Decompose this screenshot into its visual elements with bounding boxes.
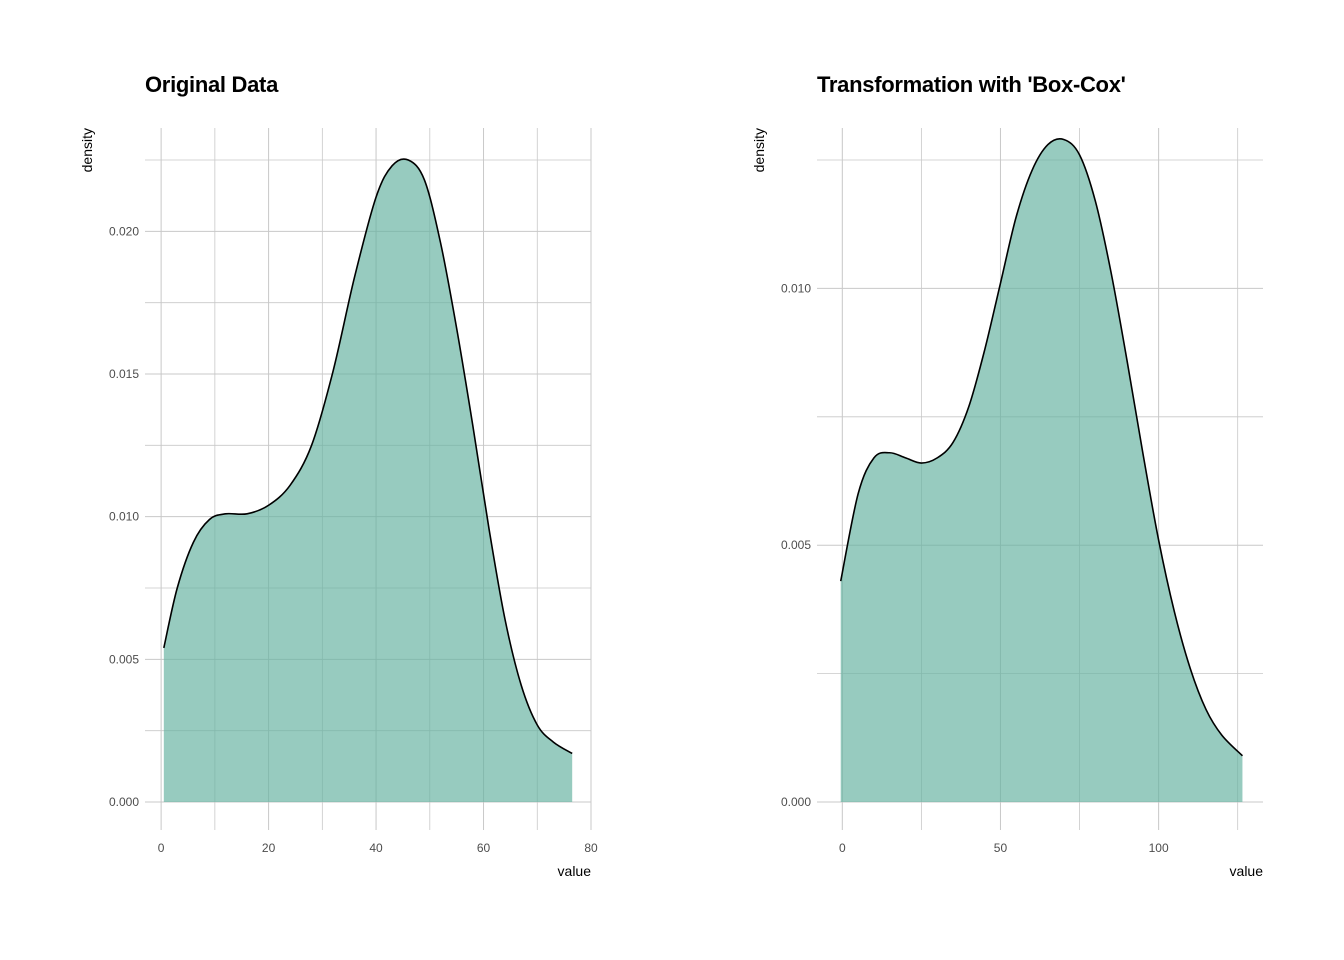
x-tick-label: 20 <box>262 841 276 855</box>
x-axis-title: value <box>1230 863 1264 879</box>
x-axis-title: value <box>558 863 592 879</box>
y-axis-title: density <box>79 128 95 172</box>
chart-title: Transformation with 'Box-Cox' <box>817 72 1126 97</box>
y-tick-label: 0.005 <box>781 538 811 552</box>
density-curve <box>163 158 573 755</box>
x-tick-label: 50 <box>994 841 1008 855</box>
x-tick-label: 60 <box>477 841 491 855</box>
x-tick-label: 0 <box>839 841 846 855</box>
y-axis: 0.000 0.005 0.010 0.015 0.020 <box>109 224 139 809</box>
y-axis-title: density <box>751 128 767 172</box>
right-chart-panel: Transformation with 'Box-Cox' 0 50 100 0.00… <box>672 0 1344 960</box>
y-tick-label: 0.000 <box>109 795 139 809</box>
y-tick-label: 0.020 <box>109 224 139 238</box>
x-tick-label: 40 <box>369 841 383 855</box>
density-curve <box>839 138 1244 757</box>
x-tick-label: 0 <box>158 841 165 855</box>
x-axis: 0 20 40 60 80 <box>158 841 598 855</box>
density-area <box>163 159 573 802</box>
y-tick-label: 0.010 <box>109 510 139 524</box>
y-tick-label: 0.005 <box>109 652 139 666</box>
chart-title: Original Data <box>145 72 279 97</box>
x-axis: 0 50 100 <box>839 841 1169 855</box>
left-chart-panel: Original Data 0 20 40 60 80 0.000 0.005 0.010 0.… <box>79 72 598 879</box>
y-tick-label: 0.000 <box>781 795 811 809</box>
density-plot-boxcox: 0 50 100 0.000 0.005 0.010 value density <box>751 128 1264 879</box>
density-area <box>840 138 1243 803</box>
y-axis: 0.000 0.005 0.010 <box>781 281 811 809</box>
density-plot-original: 0 20 40 60 80 0.000 0.005 0.010 0.015 0.020 value d… <box>79 128 598 879</box>
y-tick-label: 0.015 <box>109 367 139 381</box>
x-tick-label: 100 <box>1149 841 1169 855</box>
x-tick-label: 80 <box>584 841 598 855</box>
y-tick-label: 0.010 <box>781 281 811 295</box>
